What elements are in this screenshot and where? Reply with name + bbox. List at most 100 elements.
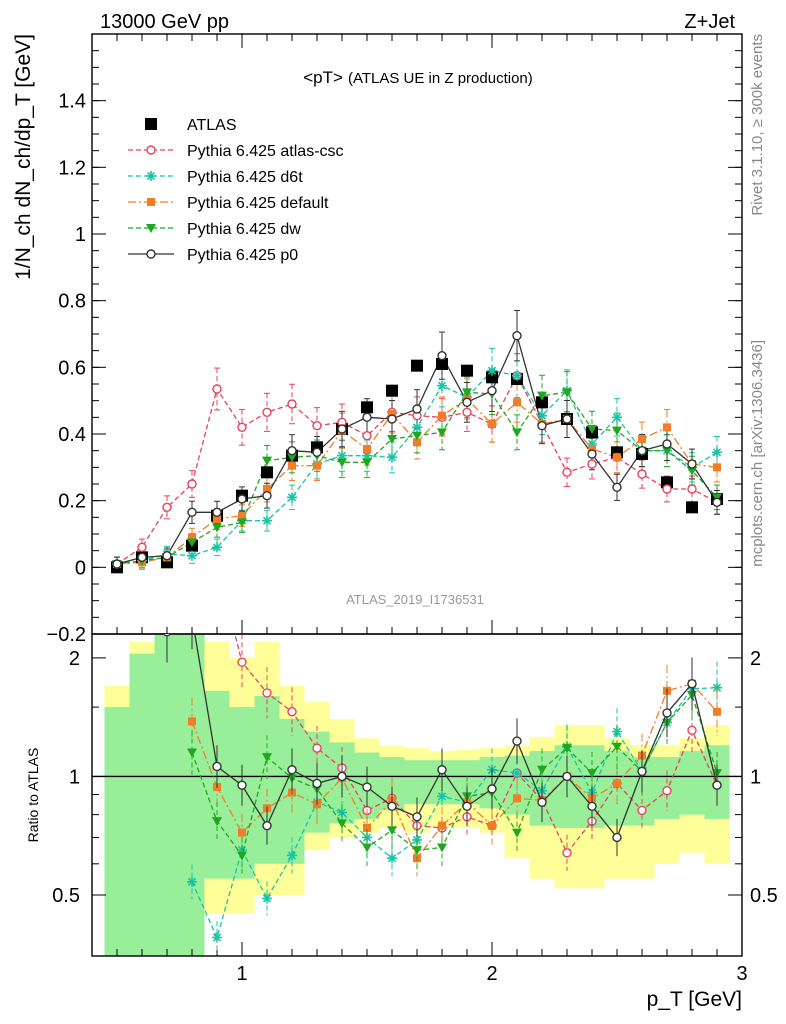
ratio-point-pythia-6-425-p0: [337, 771, 347, 782]
point-pythia-6-425-atlas-csc: [687, 484, 697, 494]
ratio-point-pythia-6-425-default: [613, 779, 621, 788]
y-tick-label: 0: [75, 557, 86, 579]
y-tick-label: −0.2: [47, 624, 86, 646]
point-pythia-6-425-atlas-csc: [212, 384, 222, 394]
point-pythia-6-425-p0: [287, 445, 297, 456]
y-tick-label: 0.2: [58, 491, 86, 513]
chart-title-suffix: (ATLAS UE in Z production): [348, 70, 533, 87]
y-axis-label-ratio: Ratio to ATLAS: [25, 748, 41, 843]
point-pythia-6-425-default: [313, 461, 321, 470]
ratio-series: [162, 634, 722, 954]
point-pythia-6-425-default: [363, 445, 371, 453]
ratio-point-pythia-6-425-d6t: [437, 791, 447, 802]
point-pythia-6-425-p0: [437, 350, 447, 361]
point-pythia-6-425-dw: [337, 458, 347, 468]
ratio-point-pythia-6-425-p0: [687, 678, 697, 689]
ratio-point-pythia-6-425-atlas-csc: [562, 848, 572, 858]
ratio-point-pythia-6-425-p0: [212, 761, 222, 772]
ratio-point-pythia-6-425-default: [188, 717, 196, 726]
watermark: ATLAS_2019_I1736531: [346, 592, 484, 607]
legend-label-pythia-6-425-d6t: Pythia 6.425 d6t: [187, 169, 303, 186]
point-pythia-6-425-default: [388, 410, 396, 418]
point-pythia-6-425-p0: [637, 445, 647, 456]
point-pythia-6-425-dw: [362, 458, 372, 468]
point-pythia-6-425-atlas-csc: [362, 430, 372, 441]
point-pythia-6-425-atlas-csc: [462, 407, 472, 418]
ratio-point-pythia-6-425-dw: [412, 846, 422, 856]
point-pythia-6-425-default: [663, 423, 671, 432]
point-pythia-6-425-p0: [712, 497, 722, 508]
x-axis-label: p_T [GeV]: [647, 988, 742, 1011]
ratio-tick-label: 1: [69, 766, 80, 788]
point-pythia-6-425-p0: [662, 439, 672, 449]
point-pythia-6-425-p0: [462, 397, 472, 408]
legend: ATLAS Pythia 6.425 atlas-csc Pythia 6.425 …: [128, 117, 344, 264]
point-pythia-6-425-dw: [437, 428, 447, 438]
point-atlas: [686, 501, 698, 514]
point-pythia-6-425-default: [588, 445, 596, 453]
ratio-point-pythia-6-425-p0: [587, 801, 597, 811]
point-pythia-6-425-atlas-csc: [287, 399, 297, 409]
point-pythia-6-425-dw: [237, 518, 247, 528]
ratio-point-pythia-6-425-dw: [187, 748, 197, 758]
ratio-point-pythia-6-425-default: [513, 794, 521, 803]
point-pythia-6-425-atlas-csc: [662, 484, 672, 494]
ratio-point-pythia-6-425-p0: [712, 780, 722, 790]
ratio-tick-label-right: 0.5: [750, 885, 778, 907]
legend-marker-pythia-6-425-p0: [146, 249, 156, 259]
point-pythia-6-425-p0: [612, 482, 622, 493]
legend-label-pythia-6-425-default: Pythia 6.425 default: [187, 195, 329, 212]
y-tick-label: 1.4: [58, 91, 86, 113]
ratio-point-pythia-6-425-d6t: [187, 876, 197, 887]
point-pythia-6-425-atlas-csc: [312, 420, 322, 431]
point-pythia-6-425-d6t: [412, 422, 422, 433]
point-pythia-6-425-dw: [212, 523, 222, 533]
point-pythia-6-425-d6t: [712, 447, 722, 458]
band-green-bin: [104, 707, 130, 956]
point-pythia-6-425-d6t: [612, 412, 622, 423]
ratio-point-pythia-6-425-p0: [487, 784, 497, 794]
point-atlas: [411, 359, 423, 372]
ratio-point-pythia-6-425-d6t: [262, 893, 272, 904]
ratio-tick-label: 0.5: [52, 885, 80, 907]
axes: [91, 33, 743, 957]
band-green-bin: [679, 751, 705, 815]
point-pythia-6-425-dw: [612, 426, 622, 436]
side-label-mcplots: mcplots.cern.ch [arXiv:1306.3436]: [749, 340, 766, 567]
legend-label-pythia-6-425-atlas-csc: Pythia 6.425 atlas-csc: [187, 143, 344, 160]
point-pythia-6-425-dw: [587, 425, 597, 434]
y-tick-label: 0.8: [58, 291, 86, 313]
band-green-bin: [179, 634, 205, 956]
ratio-point-pythia-6-425-dw: [562, 744, 572, 754]
ratio-point-pythia-6-425-dw: [337, 819, 347, 829]
ratio-point-pythia-6-425-dw: [612, 742, 622, 752]
ratio-point-pythia-6-425-default: [488, 821, 496, 830]
point-pythia-6-425-p0: [337, 424, 347, 434]
point-atlas: [461, 364, 473, 377]
point-pythia-6-425-atlas-csc: [262, 407, 272, 418]
point-pythia-6-425-dw: [187, 538, 197, 548]
ratio-line-pythia-6-425-atlas-csc: [234, 634, 718, 855]
ratio-point-pythia-6-425-default: [713, 707, 721, 716]
ratio-point-pythia-6-425-dw: [587, 769, 597, 779]
point-pythia-6-425-p0: [162, 550, 172, 561]
point-pythia-6-425-dw: [512, 428, 522, 438]
point-pythia-6-425-atlas-csc: [587, 459, 597, 469]
point-atlas: [386, 384, 398, 397]
point-pythia-6-425-d6t: [387, 452, 397, 463]
ratio-point-pythia-6-425-dw: [212, 817, 222, 827]
x-tick-label: 3: [736, 963, 747, 985]
point-pythia-6-425-default: [613, 453, 621, 462]
point-pythia-6-425-d6t: [337, 450, 347, 461]
point-pythia-6-425-d6t: [537, 410, 547, 421]
ratio-point-pythia-6-425-d6t: [512, 768, 522, 779]
point-atlas: [536, 396, 548, 409]
legend-marker-atlas: [145, 118, 157, 130]
point-pythia-6-425-dw: [562, 388, 572, 398]
point-pythia-6-425-p0: [112, 559, 122, 569]
point-pythia-6-425-default: [188, 533, 196, 542]
point-pythia-6-425-p0: [187, 507, 197, 518]
point-pythia-6-425-dw: [412, 431, 422, 441]
point-pythia-6-425-p0: [487, 385, 497, 396]
ratio-point-pythia-6-425-dw: [262, 753, 272, 763]
